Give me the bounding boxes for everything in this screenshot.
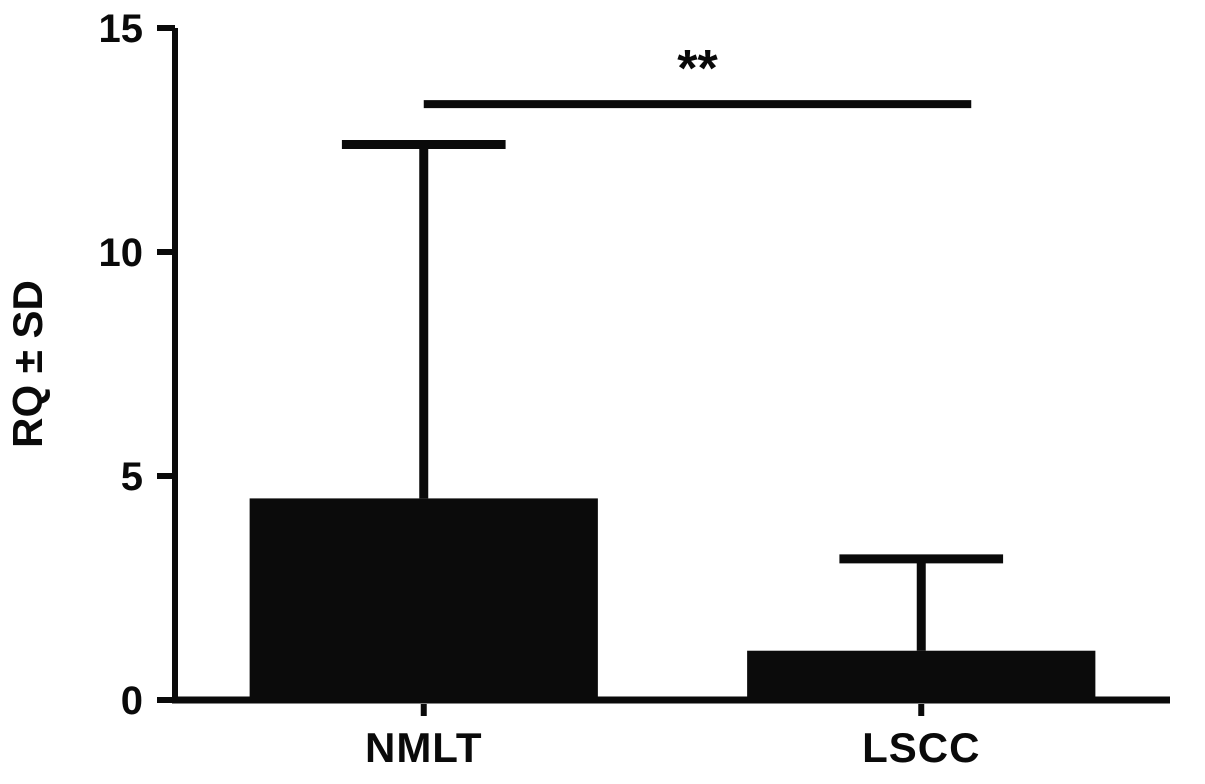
y-axis-title: RQ ± SD — [4, 280, 51, 448]
y-tick-label: 0 — [121, 679, 143, 723]
bar-nmlt — [249, 498, 598, 700]
category-label-nmlt: NMLT — [365, 724, 483, 771]
y-tick-label: 10 — [99, 231, 144, 275]
y-tick-label: 5 — [121, 455, 143, 499]
significance-stars: ** — [677, 40, 718, 98]
y-tick-label: 15 — [99, 7, 144, 51]
bar-lscc — [747, 650, 1096, 700]
category-label-lscc: LSCC — [862, 724, 980, 771]
